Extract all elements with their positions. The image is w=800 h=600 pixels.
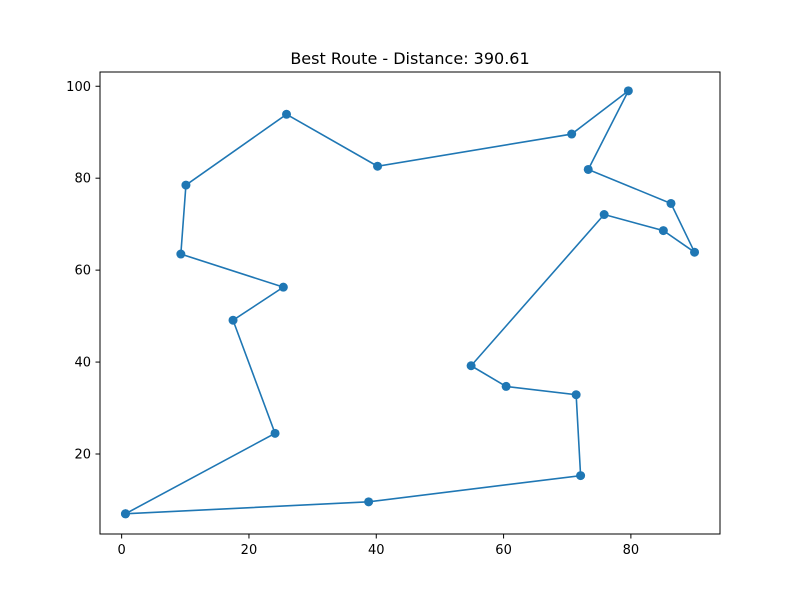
- x-tick-label: 80: [623, 543, 640, 558]
- route-point: [583, 164, 593, 174]
- route-point: [571, 390, 581, 400]
- route-point: [658, 226, 668, 236]
- x-tick-label: 20: [241, 543, 258, 558]
- chart-title: Best Route - Distance: 390.61: [290, 49, 529, 68]
- axes-frame: [99, 71, 721, 535]
- route-point: [690, 247, 700, 257]
- route-point: [501, 381, 511, 391]
- plot-area: [120, 86, 700, 519]
- route-point: [576, 471, 586, 481]
- y-tick-label: 40: [74, 356, 91, 371]
- y-tick-label: 60: [74, 264, 91, 279]
- y-tick-label: 100: [66, 80, 91, 95]
- route-point: [181, 180, 191, 190]
- route-point: [373, 161, 383, 171]
- route-line: [125, 90, 697, 515]
- x-tick-label: 40: [368, 543, 385, 558]
- route-point: [176, 249, 186, 259]
- x-axis: 0 20 40 60 80: [118, 534, 640, 558]
- y-tick-label: 80: [74, 172, 91, 187]
- x-tick-label: 0: [118, 543, 126, 558]
- route-point: [666, 198, 676, 208]
- route-point: [599, 210, 609, 220]
- route-point: [270, 428, 280, 438]
- route-point: [567, 129, 577, 139]
- route-point: [278, 282, 288, 292]
- route-point: [228, 315, 238, 325]
- route-point: [282, 109, 292, 119]
- route-point: [120, 509, 130, 519]
- route-point: [364, 497, 374, 507]
- route-point: [466, 361, 476, 371]
- x-tick-label: 60: [495, 543, 512, 558]
- route-point: [623, 86, 633, 96]
- y-axis: 20 40 60 80 100: [66, 80, 100, 463]
- y-tick-label: 20: [74, 448, 91, 463]
